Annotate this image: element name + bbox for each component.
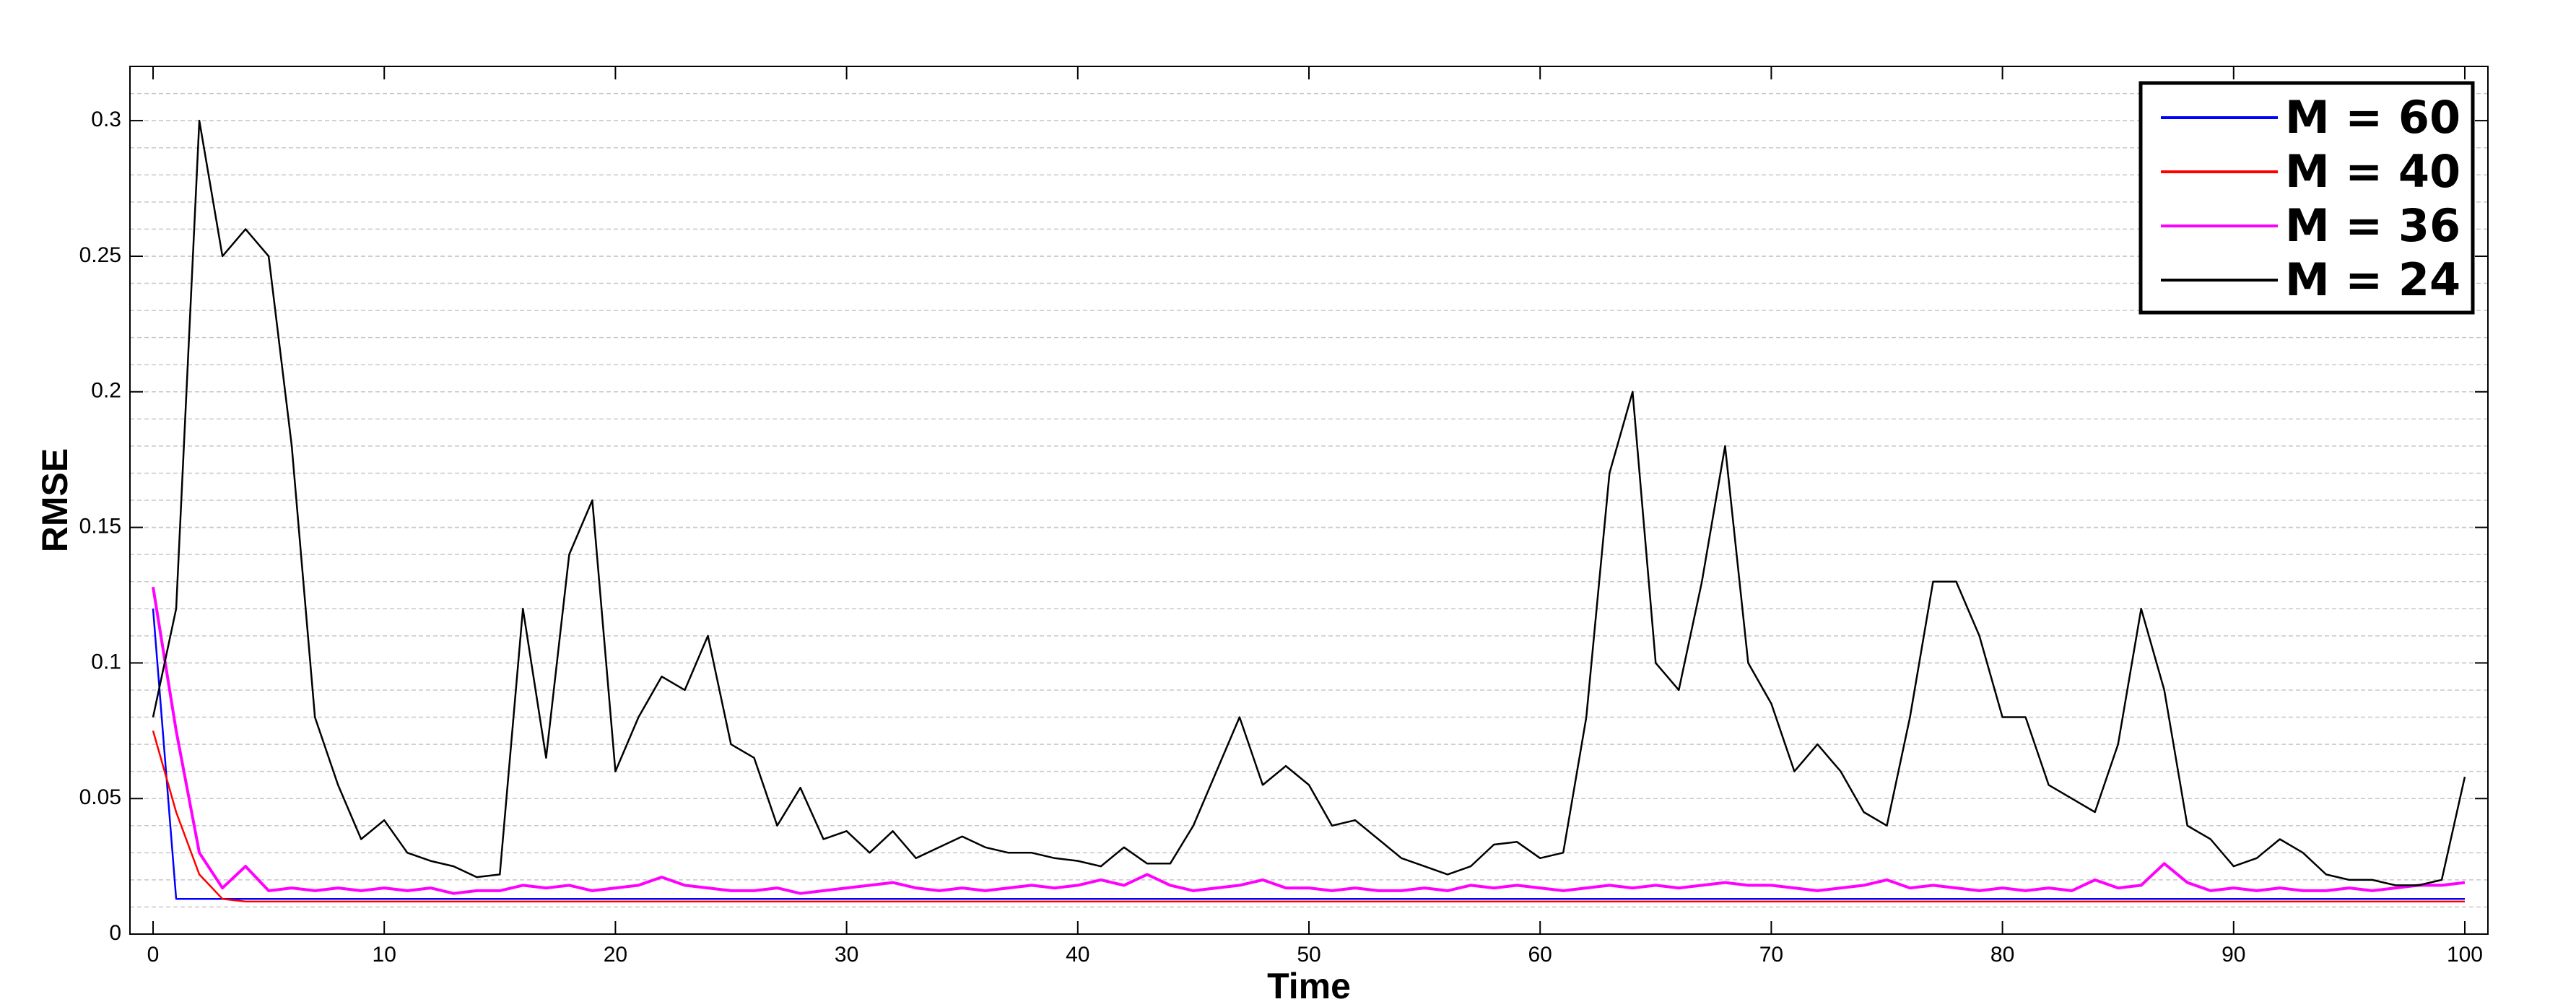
x-tick-label: 40 — [1066, 943, 1089, 967]
legend-label: M = 36 — [2285, 199, 2460, 252]
x-tick-label: 60 — [1528, 943, 1552, 967]
x-tick-label: 20 — [604, 943, 627, 967]
x-axis-label: Time — [1267, 966, 1351, 1006]
x-tick-label: 80 — [1990, 943, 2014, 967]
x-tick-label: 30 — [835, 943, 858, 967]
x-tick-label: 0 — [147, 943, 160, 967]
series-line — [152, 119, 2466, 886]
plot-frame — [129, 66, 2489, 935]
legend-box — [2138, 81, 2475, 315]
x-tick-label: 50 — [1297, 943, 1320, 967]
y-tick-label: 0.25 — [79, 243, 121, 267]
y-tick-label: 0.15 — [79, 514, 121, 538]
y-tick-label: 0.05 — [79, 785, 121, 809]
x-tick-label: 10 — [373, 943, 396, 967]
series-line — [152, 730, 2465, 903]
series-line — [152, 586, 2466, 895]
legend-label: M = 40 — [2285, 145, 2460, 198]
y-tick-label: 0 — [109, 921, 121, 945]
y-tick-label: 0.2 — [91, 379, 121, 403]
y-axis-label: RMSE — [35, 448, 75, 552]
y-tick-label: 0.1 — [91, 650, 121, 673]
y-tick-label: 0.3 — [91, 108, 121, 131]
series-line — [152, 609, 2465, 900]
x-tick-label: 70 — [1759, 943, 1783, 967]
x-tick-label: 100 — [2447, 943, 2483, 967]
legend-label: M = 60 — [2285, 91, 2460, 144]
x-tick-label: 90 — [2222, 943, 2245, 967]
legend-label: M = 24 — [2285, 253, 2460, 306]
